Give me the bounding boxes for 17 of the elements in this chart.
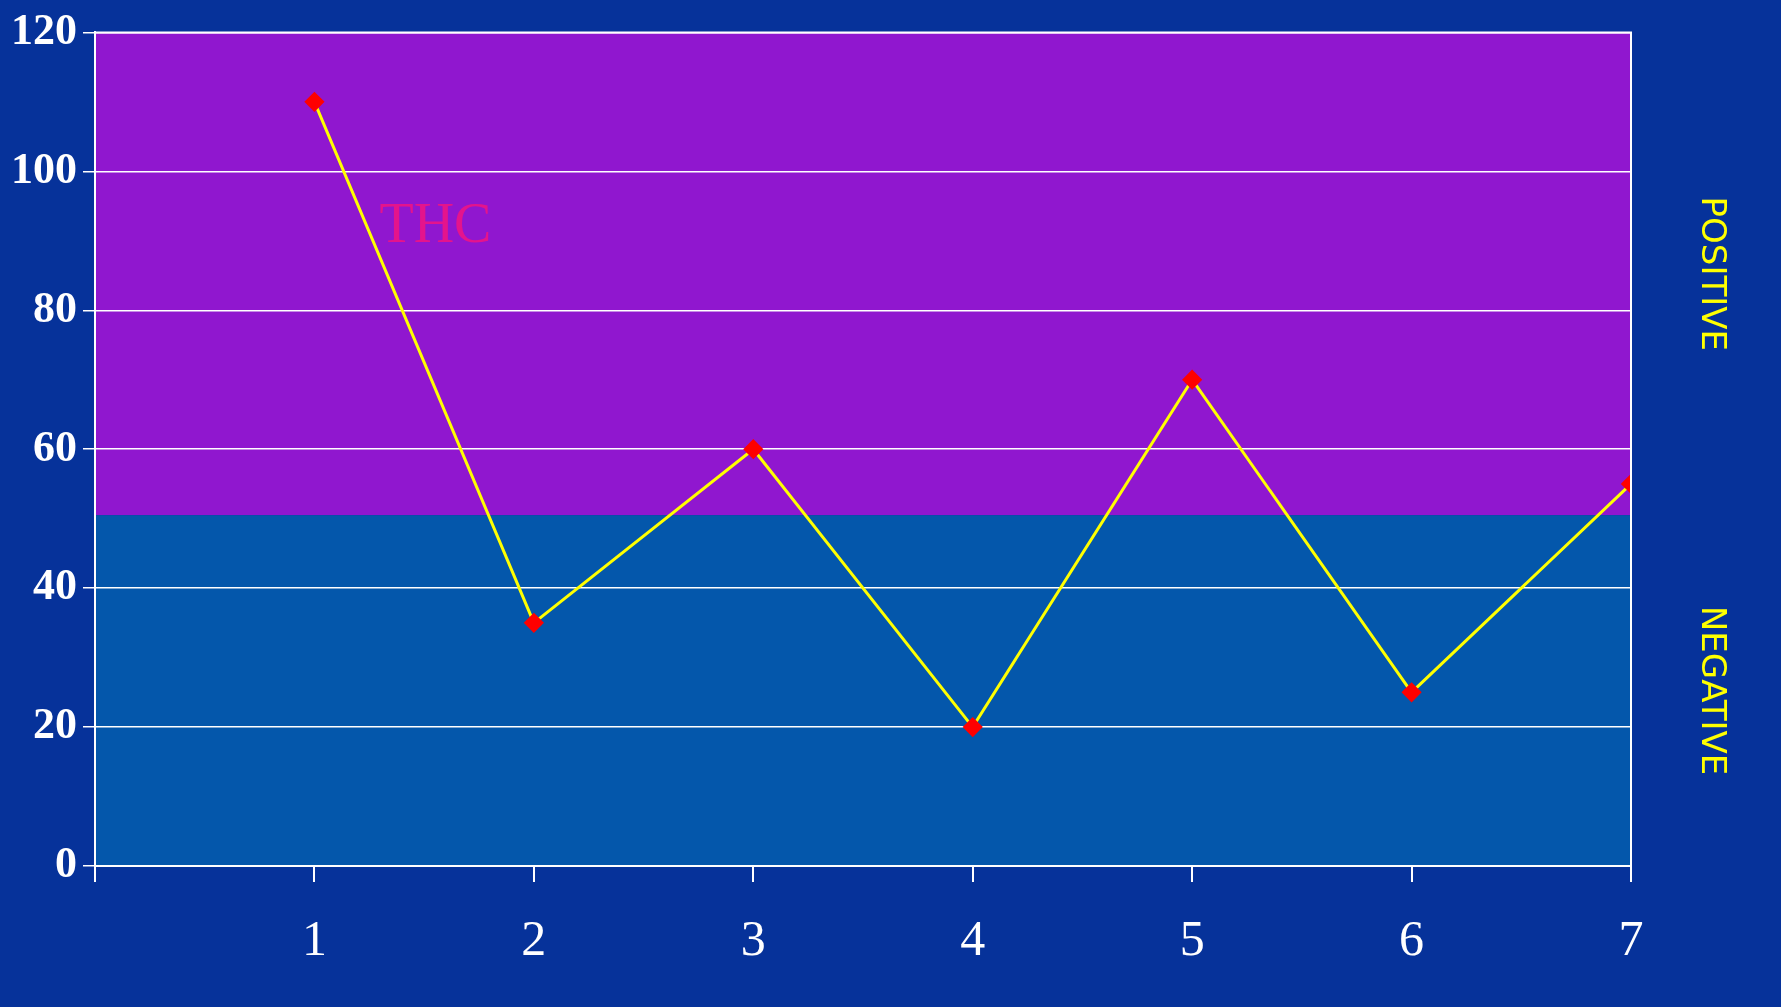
- y-tick-label: 100: [11, 143, 77, 193]
- y-tick-label: 120: [11, 4, 77, 54]
- y-tick-label: 40: [33, 560, 77, 610]
- y-tick-label: 0: [55, 838, 77, 888]
- x-tick-label: 1: [301, 910, 327, 967]
- x-tick-label: 3: [740, 910, 766, 967]
- band-label: NEGATIVE: [1694, 605, 1735, 776]
- series-label: THC: [379, 191, 492, 254]
- band-label: POSITIVE: [1694, 196, 1735, 352]
- y-tick-label: 20: [33, 699, 77, 749]
- x-tick-label: 6: [1399, 910, 1425, 967]
- x-tick-label: 2: [521, 910, 547, 967]
- y-tick-label: 80: [33, 282, 77, 332]
- x-tick-label: 5: [1179, 910, 1205, 967]
- y-tick-label: 60: [33, 421, 77, 471]
- x-tick-label: 7: [1618, 910, 1644, 967]
- x-tick-label: 4: [960, 910, 986, 967]
